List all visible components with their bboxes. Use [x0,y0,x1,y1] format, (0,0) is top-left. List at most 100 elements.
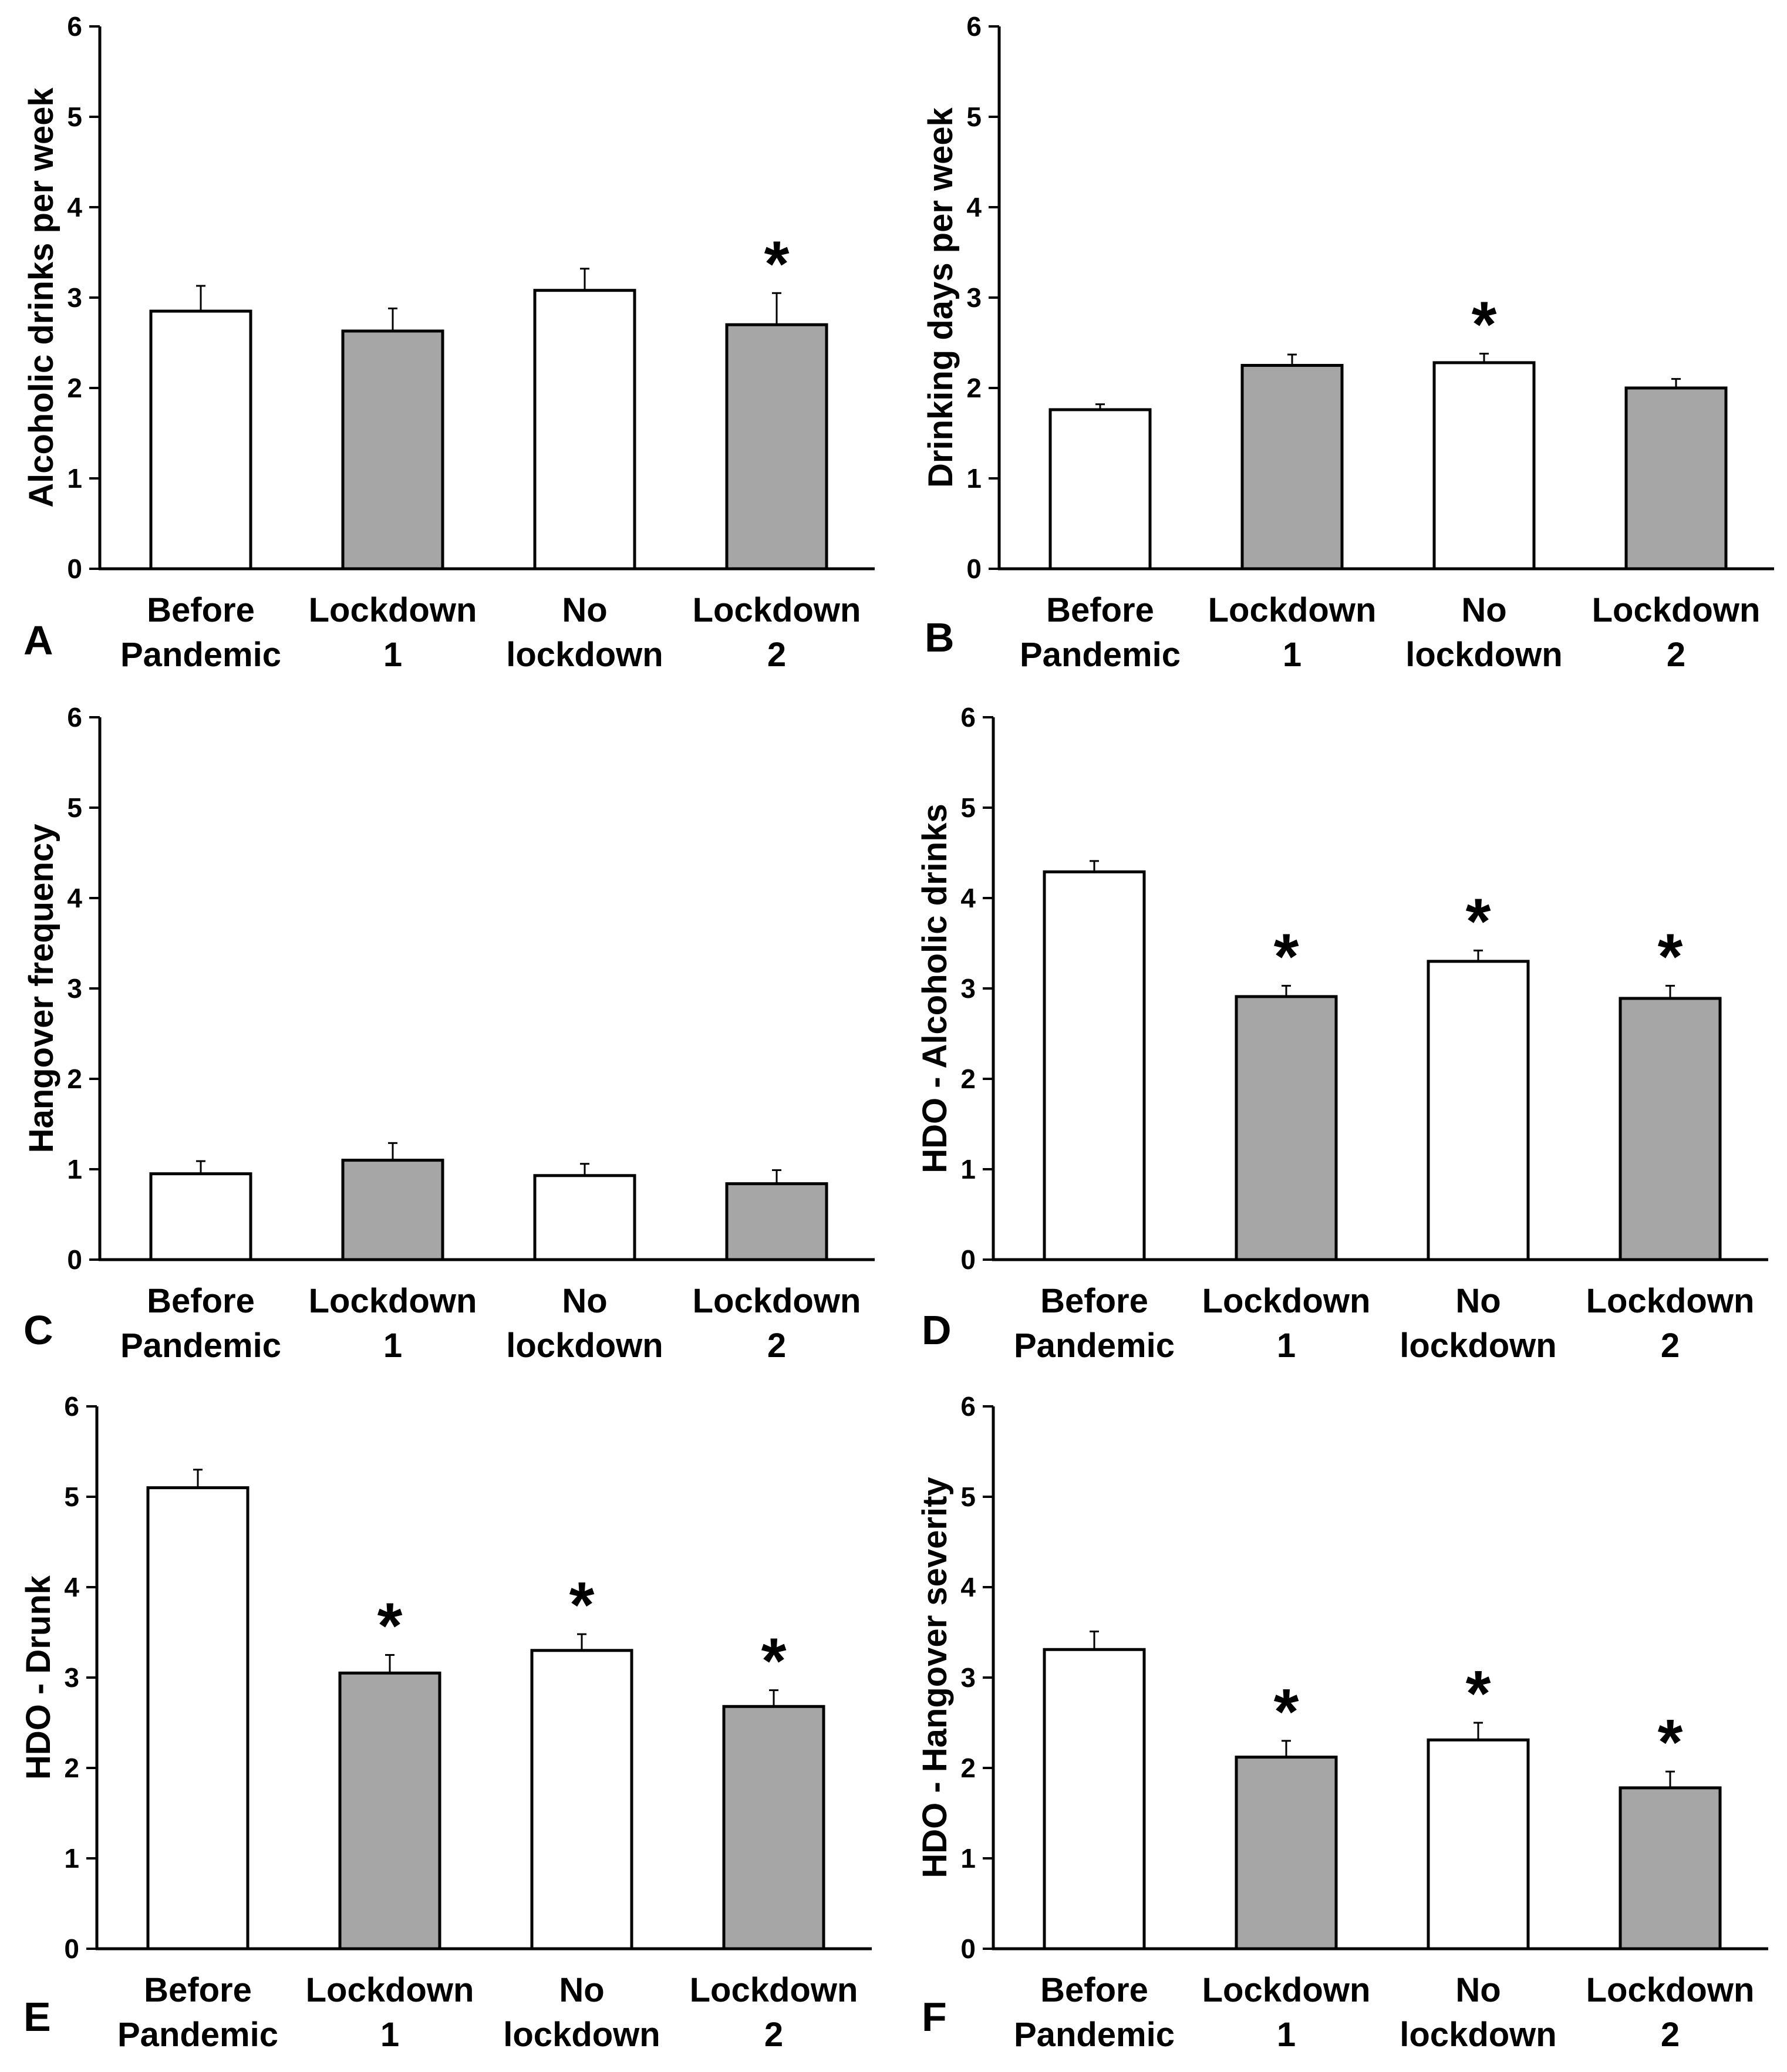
x-category-label: 2 [767,1327,786,1365]
y-tick-label: 4 [67,192,82,222]
panel-letter: B [925,615,955,660]
y-tick-label: 2 [966,373,982,403]
y-tick-label: 3 [960,973,976,1004]
y-tick-label: 6 [67,702,82,733]
bar [146,1486,249,1950]
x-category-label: 2 [1667,636,1685,674]
x-category-label: Pandemic [1014,1327,1175,1365]
significance-star: * [569,1569,595,1641]
bar [1619,997,1722,1261]
x-category-label: Lockdown [693,591,861,629]
bar [725,1182,828,1261]
panel-f: 0 1 2 3 4 5 6 HDO - Hangover severity Before Pand… [916,1391,1768,2054]
y-tick-label: 0 [966,554,982,584]
x-category-label: No [1455,1282,1501,1320]
panel-letter: F [922,1994,947,2040]
panel-e: 0 1 2 3 4 5 6 HDO - Drunk Before Pandemic * Lockdow… [19,1391,872,2054]
x-category-label: lockdown [1400,2016,1556,2054]
significance-star: * [1274,920,1299,993]
y-tick-label: 0 [67,554,82,584]
x-category-label: Before [1046,591,1154,629]
x-category-label: Lockdown [1202,1971,1371,2009]
bar [1043,1648,1146,1950]
bar [1427,1738,1530,1950]
y-axis-title: Alcoholic drinks per week [22,87,60,507]
x-category-label: 1 [1277,1327,1296,1365]
panel-b: 0 1 2 3 4 5 6 Drinking days per week Before Pande… [922,11,1774,674]
x-category-label: 1 [380,2016,399,2054]
bar [530,1649,633,1950]
x-category-label: Before [1040,1282,1148,1320]
significance-star: * [1274,1676,1299,1748]
panel-c: 0 1 2 3 4 5 6 Hangover frequency Before Pandemic L… [22,702,875,1365]
y-tick-label: 2 [960,1064,976,1094]
y-tick-label: 4 [960,883,976,913]
y-tick-label: 6 [67,11,82,42]
bar [1624,386,1728,571]
x-category-label: Before [144,1971,252,2009]
x-category-label: Pandemic [120,1327,281,1365]
x-category-label: 1 [1277,2016,1296,2054]
x-category-label: 1 [1283,636,1302,674]
x-category-label: Lockdown [1202,1282,1371,1320]
y-tick-label: 6 [960,702,976,733]
y-tick-label: 0 [960,1244,976,1275]
y-tick-label: 5 [64,1482,79,1512]
significance-star: * [761,1625,787,1698]
x-category-label: No [1455,1971,1501,2009]
x-category-label: Before [147,591,255,629]
y-tick-label: 2 [67,1064,82,1094]
x-category-label: Lockdown [309,591,477,629]
x-category-label: Before [1040,1971,1148,2009]
significance-star: * [1466,885,1491,957]
x-category-label: 2 [764,2016,783,2054]
x-category-label: No [562,591,607,629]
significance-star: * [1658,920,1683,993]
y-tick-label: 2 [67,373,82,403]
x-category-label: Lockdown [690,1971,858,2009]
x-category-label: 1 [383,636,402,674]
bar [533,289,636,571]
panel-d: 0 1 2 3 4 5 6 HDO - Alcoholic drinks Before Pande… [916,702,1768,1365]
x-category-label: Before [147,1282,255,1320]
y-axis-title: Hangover frequency [22,824,60,1153]
y-axis-title: HDO - Drunk [19,1575,58,1780]
bar [1235,995,1338,1261]
y-tick-label: 0 [960,1933,976,1964]
y-tick-label: 4 [64,1572,79,1602]
x-category-label: 1 [383,1327,402,1365]
bar [1427,960,1530,1261]
y-tick-label: 2 [960,1753,976,1783]
x-category-label: No [1461,591,1506,629]
panel-letter: A [23,617,53,663]
x-category-label: Pandemic [117,2016,278,2054]
y-tick-label: 6 [966,11,982,42]
y-tick-label: 6 [64,1391,79,1422]
x-category-label: Lockdown [309,1282,477,1320]
significance-star: * [377,1590,403,1662]
y-tick-label: 1 [966,463,982,494]
y-tick-label: 1 [67,1154,82,1185]
y-tick-label: 5 [966,102,982,132]
panel-letter: D [922,1307,952,1353]
x-category-label: Pandemic [1020,636,1181,674]
x-category-label: lockdown [506,636,663,674]
y-tick-label: 0 [64,1933,79,1964]
bar [341,329,444,571]
bar [725,323,828,571]
y-tick-label: 0 [67,1244,82,1275]
x-category-label: No [562,1282,607,1320]
y-tick-label: 1 [64,1843,79,1874]
x-category-label: Lockdown [1586,1282,1755,1320]
bar [1619,1786,1722,1950]
y-tick-label: 1 [960,1154,976,1185]
significance-star: * [1658,1706,1683,1779]
x-category-label: lockdown [506,1327,663,1365]
x-category-label: 2 [767,636,786,674]
bar [1043,870,1146,1261]
significance-star: * [1466,1658,1491,1730]
panel-a: 0 1 2 3 4 5 6 Alcoholic drinks per week Before Pa… [22,11,875,674]
x-category-label: 2 [1661,1327,1680,1365]
y-axis-title: Drinking days per week [922,107,960,488]
